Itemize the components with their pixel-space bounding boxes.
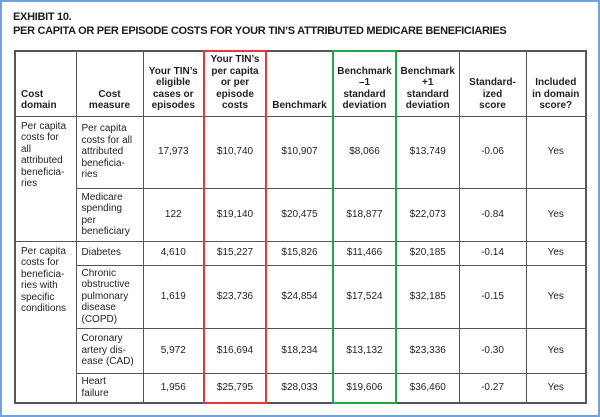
included-cell: Yes [525, 327, 587, 374]
benchmark-minus1-cell: $18,877 [332, 187, 397, 242]
tin-cost-cell: $25,795 [203, 372, 267, 404]
benchmark-minus1-cell: $13,132 [332, 327, 397, 374]
score-cell: -0.84 [458, 187, 527, 242]
header-tin-costs: Your TIN’s per capita or per episode cos… [203, 50, 267, 117]
included-cell: Yes [525, 115, 587, 189]
header-included-domain-score: Included in domain score? [525, 50, 587, 117]
cases-cell: 5,972 [142, 327, 205, 374]
header-cost-measure: Cost measure [75, 50, 144, 117]
tin-cost-cell: $15,227 [203, 240, 267, 266]
table-row: Medicare spending per beneficiary 122 $1… [15, 187, 587, 242]
score-cell: -0.14 [458, 240, 527, 266]
tin-cost-cell: $19,140 [203, 187, 267, 242]
header-benchmark-minus1: Benchmark –1 standard deviation [332, 50, 397, 117]
benchmark-cell: $15,826 [265, 240, 334, 266]
benchmark-plus1-cell: $13,749 [395, 115, 460, 189]
header-eligible-cases: Your TIN’s eligible cases or episodes [142, 50, 205, 117]
benchmark-cell: $20,475 [265, 187, 334, 242]
cases-cell: 4,610 [142, 240, 205, 266]
included-cell: Yes [525, 372, 587, 404]
score-cell: -0.15 [458, 264, 527, 329]
cost-table: Cost domain Cost measure Your TIN’s elig… [14, 50, 587, 404]
header-row: Cost domain Cost measure Your TIN’s elig… [14, 50, 587, 117]
table-row: Heart failure 1,956 $25,795 $28,033 $19,… [15, 372, 587, 404]
cases-cell: 122 [142, 187, 205, 242]
tin-cost-cell: $10,740 [203, 115, 267, 189]
table-row: Per capita costs for all attributed bene… [14, 115, 587, 242]
score-cell: -0.27 [458, 372, 527, 404]
measure-cell: Coronary artery dis- ease (CAD) [75, 327, 144, 374]
benchmark-cell: $28,033 [265, 372, 334, 404]
header-cost-domain: Cost domain [14, 50, 77, 117]
tin-cost-cell: $23,736 [203, 264, 267, 329]
header-benchmark: Benchmark [265, 50, 334, 117]
measure-cell: Per capita costs for all attributed bene… [75, 115, 144, 189]
included-cell: Yes [525, 240, 587, 266]
table-row: Coronary artery dis- ease (CAD) 5,972 $1… [15, 327, 587, 374]
domain-cell: Per capita costs for beneficia- ries wit… [14, 240, 77, 404]
table-row: Chronic obstructive pulmonary disease (C… [15, 264, 587, 329]
measure-cell: Chronic obstructive pulmonary disease (C… [75, 264, 144, 329]
benchmark-minus1-cell: $8,066 [332, 115, 397, 189]
exhibit-heading: PER CAPITA OR PER EPISODE COSTS FOR YOUR… [13, 25, 507, 37]
benchmark-plus1-cell: $20,185 [395, 240, 460, 266]
included-cell: Yes [525, 264, 587, 329]
tin-cost-cell: $16,694 [203, 327, 267, 374]
exhibit-title: EXHIBIT 10. PER CAPITA OR PER EPISODE CO… [13, 10, 598, 38]
header-benchmark-plus1: Benchmark +1 standard deviation [395, 50, 460, 117]
measure-cell: Diabetes [75, 240, 144, 266]
measure-cell: Heart failure [75, 372, 144, 404]
benchmark-plus1-cell: $36,460 [395, 372, 460, 404]
included-cell: Yes [525, 187, 587, 242]
table-row: Per capita costs for beneficia- ries wit… [14, 240, 587, 404]
measure-cell: Medicare spending per beneficiary [75, 187, 144, 242]
header-standardized-score: Standard- ized score [458, 50, 527, 117]
benchmark-minus1-cell: $19,606 [332, 372, 397, 404]
cases-cell: 1,619 [142, 264, 205, 329]
benchmark-plus1-cell: $32,185 [395, 264, 460, 329]
score-cell: -0.30 [458, 327, 527, 374]
cases-cell: 1,956 [142, 372, 205, 404]
benchmark-cell: $18,234 [265, 327, 334, 374]
benchmark-plus1-cell: $22,073 [395, 187, 460, 242]
benchmark-minus1-cell: $17,524 [332, 264, 397, 329]
benchmark-minus1-cell: $11,466 [332, 240, 397, 266]
score-cell: -0.06 [458, 115, 527, 189]
exhibit-number: EXHIBIT 10. [13, 11, 72, 23]
cases-cell: 17,973 [142, 115, 205, 189]
domain-cell: Per capita costs for all attributed bene… [14, 115, 77, 242]
benchmark-plus1-cell: $23,336 [395, 327, 460, 374]
benchmark-cell: $10,907 [265, 115, 334, 189]
benchmark-cell: $24,854 [265, 264, 334, 329]
